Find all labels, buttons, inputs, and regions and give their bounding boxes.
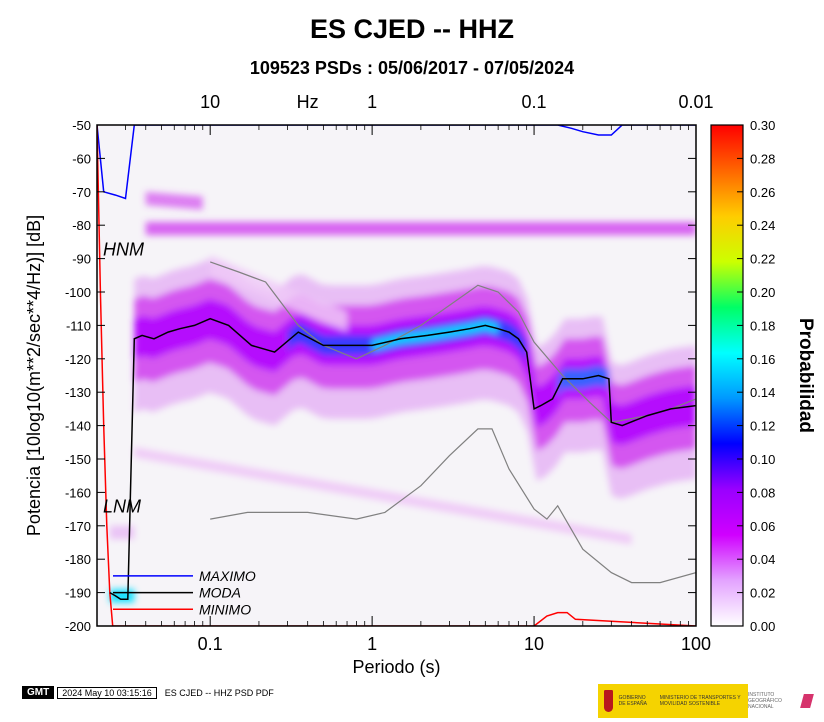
colorbar-tick-label: 0.14 [750,385,775,400]
colorbar-tick-label: 0.06 [750,519,775,534]
probability-density [109,191,696,603]
chart-subtitle: 109523 PSDs : 05/06/2017 - 07/05/2024 [249,58,575,78]
y-tick-label: -130 [65,385,91,400]
colorbar-tick-label: 0.10 [750,452,775,467]
density-band-peak [372,320,499,351]
colorbar-tick-label: 0.20 [750,285,775,300]
y-tick-label: -150 [65,452,91,467]
colorbar-tick-label: 0.28 [750,151,775,166]
y-tick-label: -90 [72,252,91,267]
ign-logo: INSTITUTO GEOGRÁFICO NACIONAL [748,684,814,718]
legend-label-maximo: MAXIMO [199,568,256,584]
y-tick-label: -60 [72,151,91,166]
gmt-logo: GMT [22,686,55,699]
footer: GMT 2024 May 10 03:15:16 ES CJED -- HHZ … [22,686,274,699]
top-tick-label: 1 [367,92,377,112]
colorbar-tick-label: 0.26 [750,185,775,200]
y-tick-label: -100 [65,285,91,300]
x-tick-label: 10 [524,634,544,654]
density-band-mid [134,279,696,469]
colorbar-tick-label: 0.02 [750,586,775,601]
ministry-name: MINISTERIO DE TRANSPORTES Y MOVILIDAD SO… [659,695,741,707]
colorbar-tick-label: 0.22 [750,252,775,267]
colorbar-tick-label: 0.30 [750,118,775,133]
series-line-maximo [97,125,696,200]
x-tick-label: 0.1 [198,634,223,654]
government-logo: GOBIERNO DE ESPAÑA MINISTERIO DE TRANSPO… [598,684,748,718]
colorbar-tick-label: 0.12 [750,419,775,434]
density-band-inner [134,299,696,446]
ign-name: INSTITUTO GEOGRÁFICO NACIONAL [748,692,782,710]
y-tick-label: -190 [65,586,91,601]
lnm-annotation: LNM [103,496,141,516]
y-tick-label: -180 [65,552,91,567]
institution-logos: GOBIERNO DE ESPAÑA MINISTERIO DE TRANSPO… [598,684,814,718]
y-axis-label: Potencia [10log10(m**2/sec**4/Hz)] [dB] [24,215,44,536]
y-tick-label: -160 [65,485,91,500]
spain-shield-icon [604,690,613,712]
density-band-low [134,447,632,545]
top-axis-label: Hz [297,92,319,112]
y-tick-label: -70 [72,185,91,200]
colorbar-tick-label: 0.00 [750,619,775,634]
density-band-80db [145,221,696,236]
colorbar: 0.00 0.02 0.04 0.06 0.08 0.10 0.12 0.14 0.16 0.18… [710,118,816,634]
density-blur-group [109,191,696,603]
y-tick-label: -50 [72,118,91,133]
series-line-moda [109,317,696,601]
top-tick-label: 10 [200,92,220,112]
colorbar-tick-label: 0.04 [750,552,775,567]
timestamp: 2024 May 10 03:15:16 [57,686,157,699]
colorbar-tick-label: 0.24 [750,218,775,233]
top-tick-label: 0.01 [678,92,713,112]
top-tick-label: 0.1 [522,92,547,112]
legend-label-moda: MODA [199,585,241,601]
y-tick-label: -200 [65,619,91,634]
x-tick-label: 1 [367,634,377,654]
density-band-70db [145,191,203,210]
y-tick-label: -170 [65,519,91,534]
x-tick-label: 100 [681,634,711,654]
colorbar-tick-label: 0.08 [750,485,775,500]
density-band-long-period [557,365,609,399]
y-tick-label: -140 [65,419,91,434]
footer-caption: ES CJED -- HHZ PSD PDF [164,687,274,698]
hnm-annotation: HNM [103,239,144,259]
density-blob-short [109,589,135,603]
colorbar-label: Probabilidad [795,318,816,433]
colorbar-tick-label: 0.16 [750,352,775,367]
ign-mark-icon [799,694,814,708]
government-name: GOBIERNO DE ESPAÑA [618,695,647,707]
colorbar-tick-label: 0.18 [750,318,775,333]
x-axis-label: Periodo (s) [352,657,440,677]
y-tick-label: -120 [65,352,91,367]
series-line-lnm [210,428,696,584]
plot-frame [96,124,697,627]
axes: 0.1 1 10 100 10 1 0.1 0.01 Hz -200 -190 -180 -170 -16… [24,92,714,677]
chart-title: ES CJED -- HHZ [309,14,515,44]
y-tick-label: -110 [66,318,91,333]
colorbar-gradient [710,124,744,627]
legend-label-minimo: MINIMO [199,601,251,617]
y-tick-label: -80 [72,218,91,233]
density-blob-172 [109,525,135,540]
